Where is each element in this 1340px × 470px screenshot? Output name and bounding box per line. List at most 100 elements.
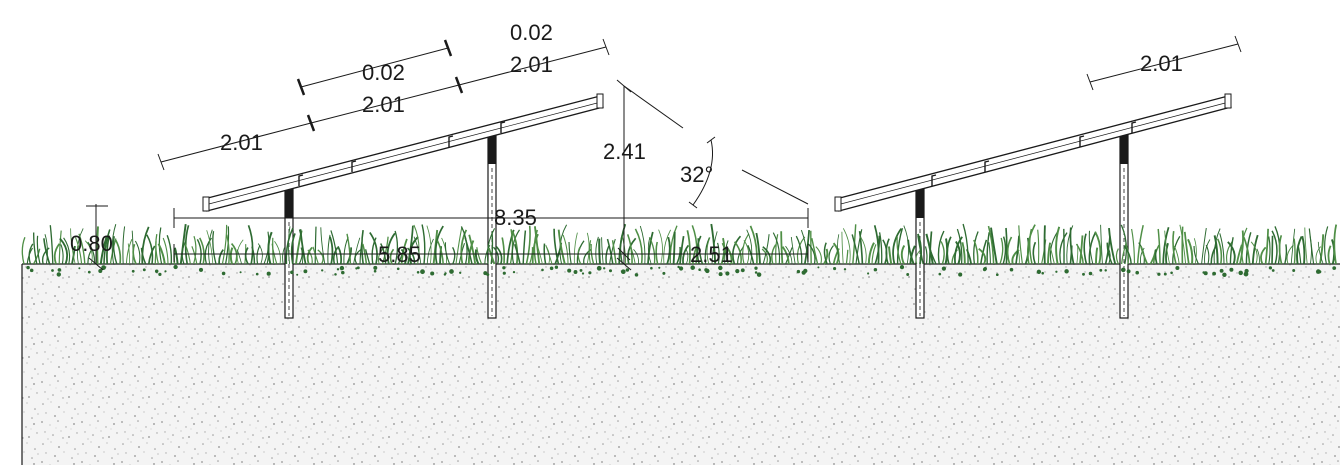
label-module-length-left-3: 2.01 [510, 52, 553, 77]
label-module-length-left-1: 2.01 [220, 130, 263, 155]
grass-seed-dot [337, 268, 339, 270]
pile-right-row-front [916, 188, 924, 318]
grass-blade [328, 235, 330, 264]
grass-blade [599, 239, 600, 264]
grass-seed-dot [1041, 272, 1044, 275]
grass-seed-dot [374, 270, 377, 273]
grass-blade [1000, 238, 1003, 264]
grass-seed-dot [582, 272, 584, 274]
grass-blade [22, 237, 25, 264]
label-table-height: 2.41 [603, 139, 646, 164]
grass-seed-dot [132, 270, 135, 273]
grass-seed-dot [78, 267, 80, 269]
grass-seed-dot [334, 273, 337, 276]
grass-seed-dot [650, 267, 653, 270]
grass-blade [1325, 226, 1328, 264]
grass-seed-dot [735, 269, 739, 273]
grass-blade [578, 247, 581, 264]
grass-blade [315, 227, 316, 264]
tilt-angle-indicator [624, 86, 808, 208]
grass-blade [213, 231, 216, 264]
grass-seed-dot [1244, 269, 1248, 273]
grass-seed-dot [1212, 272, 1216, 276]
grass-seed-dot [555, 266, 558, 269]
label-module-gap-1: 0.02 [362, 60, 405, 85]
grass-blade [569, 242, 571, 264]
grass-seed-dot [725, 271, 729, 275]
grass-seed-dot [1272, 269, 1275, 272]
grass-blade [50, 225, 53, 264]
grass-seed-dot [1157, 273, 1160, 276]
grass-seed-dot [983, 268, 986, 271]
grass-blade [1116, 249, 1118, 264]
grass-blade [1132, 229, 1135, 264]
grass-seed-dot [503, 272, 506, 275]
grass-seed-dot [290, 270, 294, 274]
grass-seed-dot [662, 272, 665, 275]
grass-blade [526, 226, 530, 264]
grass-blade [156, 234, 159, 264]
grass-blade [667, 237, 670, 264]
grass-blade [686, 249, 688, 264]
grass-seed-dot [51, 269, 54, 272]
grass-blade [1048, 243, 1050, 264]
grass-seed-dot [1055, 271, 1057, 273]
grass-blade [635, 229, 642, 264]
label-module-length-right: 2.01 [1140, 51, 1183, 76]
grass-blade [1038, 230, 1039, 264]
grass-blade [1266, 229, 1269, 264]
grass-seed-dot [158, 273, 161, 276]
grass-seed-dot [757, 272, 762, 277]
grass-seed-dot [597, 266, 602, 271]
grass-blade [1016, 236, 1019, 264]
grass-blade [902, 246, 905, 265]
grass-seed-dot [1292, 269, 1295, 272]
grass-blade [1285, 244, 1287, 264]
grass-seed-dot [603, 267, 605, 269]
label-row-pitch: 8.35 [494, 205, 537, 230]
label-module-length-left-2: 2.01 [362, 92, 405, 117]
grass-seed-dot [1269, 266, 1272, 269]
grass-blade [1269, 237, 1270, 265]
grass-seed-dot [321, 269, 323, 271]
grass-seed-dot [1220, 269, 1224, 273]
label-table-projection: 5.85 [378, 242, 421, 267]
grass-seed-dot [1089, 272, 1093, 276]
grass-blade [338, 246, 341, 264]
grass-blade [889, 247, 891, 265]
grass-blade [330, 237, 332, 264]
grass-seed-dot [222, 272, 226, 276]
grass-blade [186, 225, 189, 264]
grass-seed-dot [513, 271, 515, 273]
grass-blade [207, 230, 213, 264]
grass-seed-dot [30, 269, 34, 273]
grass-blade [523, 231, 525, 265]
grass-blade [246, 248, 248, 264]
grass-seed-dot [996, 273, 999, 276]
grass-seed-dot [906, 273, 909, 276]
grass-blade [231, 248, 233, 264]
grass-blade [674, 232, 675, 264]
grass-blade [987, 232, 989, 264]
grass-blade [29, 244, 33, 264]
grass-blade [61, 244, 63, 264]
grass-seed-dot [635, 273, 639, 277]
grass-seed-dot [449, 269, 454, 274]
grass-seed-dot [958, 273, 962, 277]
grass-blade [1084, 234, 1086, 264]
grass-blade [589, 240, 590, 264]
grass-seed-dot [486, 273, 489, 276]
label-ground-clearance: 0.80 [70, 231, 113, 256]
grass-blade [1003, 237, 1005, 264]
label-row-spacing: 2.51 [690, 242, 733, 267]
grass-seed-dot [867, 272, 869, 274]
grass-seed-dot [658, 267, 660, 269]
grass-seed-dot [1010, 268, 1014, 272]
grass-seed-dot [741, 268, 745, 272]
grass-seed-dot [900, 265, 904, 269]
grass-blade [502, 238, 504, 265]
grass-seed-dot [1099, 269, 1102, 272]
grass-seed-dot [502, 266, 505, 269]
